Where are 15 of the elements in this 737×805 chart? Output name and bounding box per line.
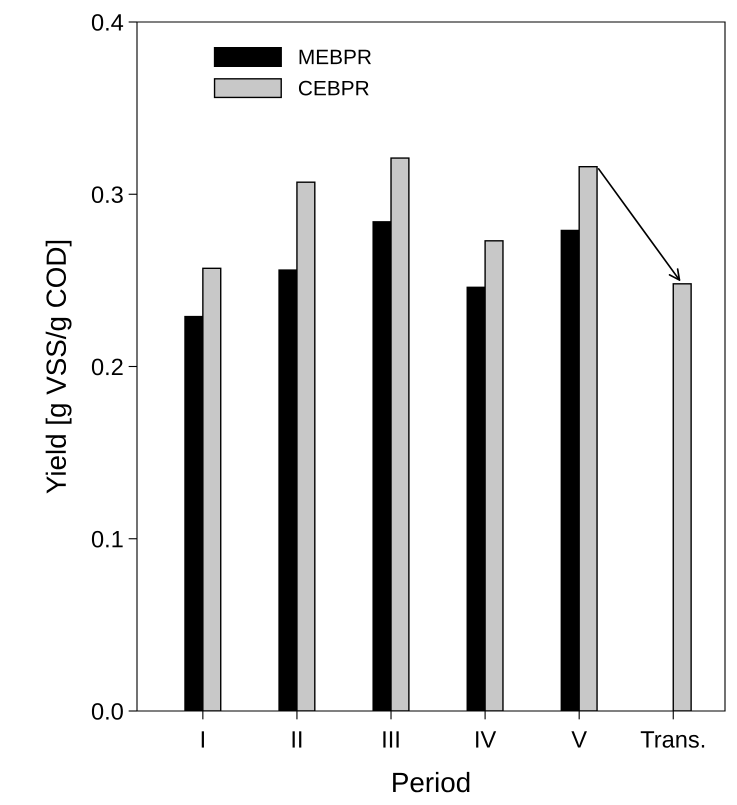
y-tick-label: 0.4 bbox=[92, 14, 124, 31]
legend-label: MEBPR bbox=[300, 50, 372, 64]
x-axis-title: Period bbox=[393, 772, 470, 792]
y-tick-label: 0.1 bbox=[92, 530, 123, 548]
y-tick-label: 0.3 bbox=[92, 186, 123, 204]
x-tick-label: V bbox=[571, 731, 587, 748]
legend-label: CEBPR bbox=[298, 80, 369, 96]
x-tick-label: IV bbox=[476, 731, 496, 748]
x-tick-label: I bbox=[202, 731, 204, 748]
y-axis-title: Yield [g VSS/g COD] bbox=[46, 240, 72, 494]
x-tick-label: III bbox=[383, 731, 399, 748]
x-tick-label: II bbox=[292, 731, 302, 748]
x-tick-label: Trans. bbox=[640, 731, 704, 748]
y-tick-label: 0.0 bbox=[92, 703, 123, 720]
y-tick-label: 0.2 bbox=[92, 358, 123, 376]
